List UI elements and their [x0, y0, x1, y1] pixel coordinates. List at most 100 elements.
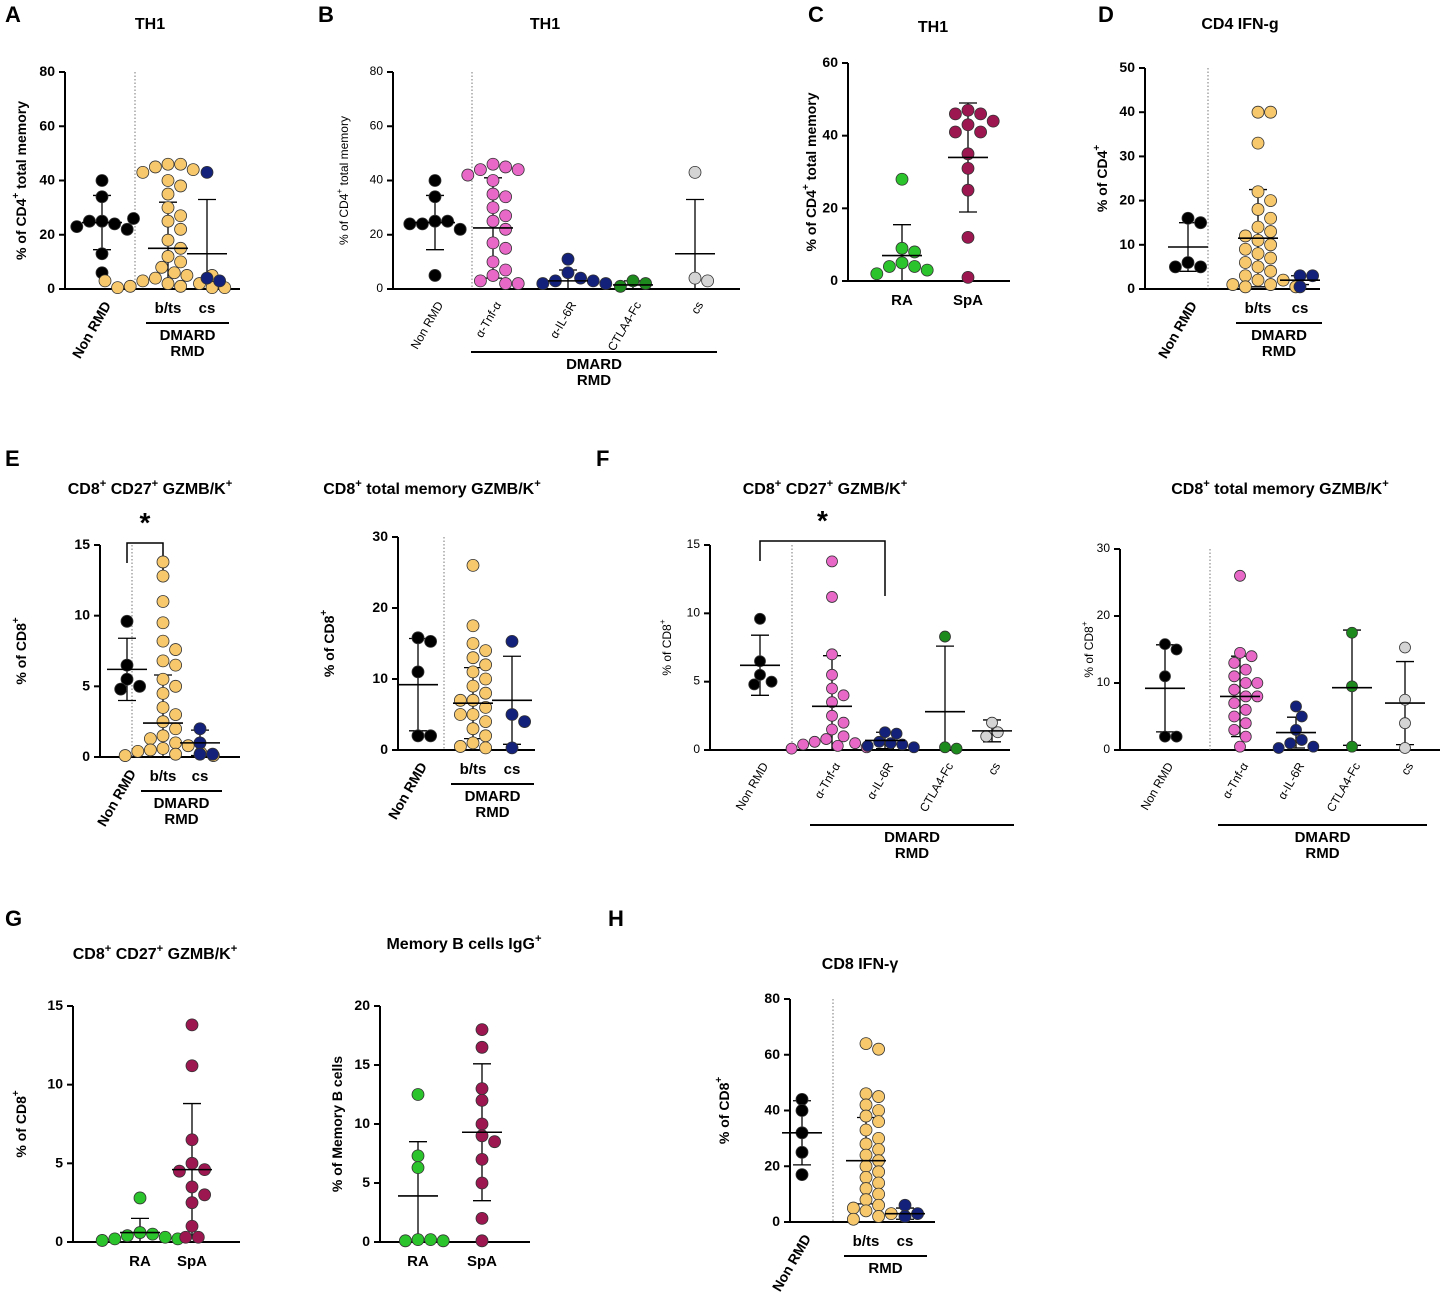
data-point [826, 648, 838, 661]
data-point [156, 595, 170, 608]
data-point [174, 157, 188, 171]
data-point [185, 1196, 199, 1210]
data-point [961, 230, 975, 244]
data-point [895, 256, 909, 270]
y-tick-label: 0 [55, 1233, 63, 1249]
y-tick-label: 5 [55, 1154, 63, 1170]
y-tick-label: 40 [370, 173, 384, 187]
data-point [174, 222, 188, 236]
x-tick-label: α-Tnf-α [1220, 760, 1252, 801]
data-point [453, 740, 467, 753]
data-point [411, 1233, 425, 1247]
data-point [795, 1145, 809, 1159]
group-label: RMD [868, 1260, 902, 1277]
data-point [156, 616, 170, 630]
x-tick-label: RA [129, 1253, 151, 1270]
data-point [213, 274, 227, 288]
data-point [1170, 643, 1183, 656]
data-point [143, 732, 157, 746]
data-point [411, 1088, 425, 1101]
group-label: RMD [577, 372, 611, 389]
data-point [475, 1176, 489, 1190]
y-tick-label: 80 [39, 63, 55, 79]
data-point [466, 722, 480, 736]
group-label: DMARD [884, 829, 940, 846]
data-point [428, 269, 442, 282]
data-point [826, 591, 838, 603]
group-label: RMD [1305, 845, 1339, 862]
y-tick-label: 50 [1119, 59, 1135, 75]
data-point [859, 1182, 873, 1195]
x-tick-label: Non RMD [384, 759, 429, 822]
data-point [872, 1104, 885, 1117]
data-point [143, 743, 157, 757]
data-point [466, 665, 480, 679]
panel-chart: Memory B cells IgG+ % of Memory B cells 0 5… [329, 933, 542, 1270]
data-point [193, 722, 207, 736]
data-point [179, 1230, 193, 1244]
y-tick-label: 0 [82, 748, 90, 764]
data-point [1251, 247, 1265, 261]
x-tick-label: cs [688, 299, 706, 316]
data-point [180, 269, 194, 282]
data-point [156, 569, 170, 583]
data-point [479, 686, 493, 700]
x-tick-label: b/ts [1245, 300, 1272, 317]
data-point [161, 201, 175, 215]
data-point [1264, 278, 1277, 291]
y-axis-label: % of CD8+ [319, 610, 337, 677]
data-point [479, 644, 493, 657]
x-tick-label: b/ts [150, 768, 177, 785]
data-point [479, 672, 493, 686]
data-point [511, 163, 525, 177]
data-point [475, 1234, 489, 1248]
x-tick-label: RA [891, 292, 913, 309]
data-point [1272, 742, 1285, 754]
data-point [879, 726, 891, 739]
x-tick-label: α-Tnf-α [473, 299, 505, 340]
data-point [158, 1230, 172, 1244]
x-tick-label: b/ts [460, 761, 487, 778]
data-point [561, 266, 575, 280]
y-tick-label: 60 [370, 118, 384, 132]
y-axis-label: % of CD8+ [657, 619, 674, 675]
data-point [1239, 256, 1252, 269]
data-point [156, 555, 170, 569]
x-tick-label: cs [1292, 300, 1309, 317]
data-point [1159, 730, 1171, 743]
data-point [479, 741, 493, 755]
x-tick-label: CTLA4-Fc [1324, 760, 1363, 814]
group-label: DMARD [465, 788, 521, 805]
data-point [120, 222, 134, 236]
data-point [859, 1204, 873, 1218]
significance-star: * [817, 505, 828, 536]
data-point [95, 174, 109, 187]
y-tick-label: 0 [380, 741, 388, 757]
data-point [873, 735, 886, 748]
data-point [441, 214, 455, 228]
data-point [466, 559, 480, 572]
y-tick-label: 0 [693, 742, 700, 756]
data-point [1228, 683, 1241, 696]
group-label: DMARD [154, 795, 210, 812]
data-point [1264, 211, 1277, 225]
data-point [156, 634, 170, 648]
data-point [536, 277, 550, 290]
data-point [95, 214, 109, 228]
data-point [1239, 703, 1252, 716]
data-point [1234, 646, 1246, 659]
data-point [95, 1234, 109, 1247]
data-point [826, 696, 838, 709]
data-point [1194, 216, 1207, 230]
data-point [479, 729, 493, 743]
y-tick-label: 20 [370, 227, 384, 241]
data-point [614, 279, 627, 293]
data-point [754, 655, 766, 668]
data-point [826, 723, 838, 736]
data-point [1239, 663, 1252, 676]
data-point [872, 1198, 885, 1212]
y-tick-label: 60 [822, 54, 838, 70]
y-tick-label: 0 [47, 280, 55, 296]
data-point [133, 679, 147, 693]
